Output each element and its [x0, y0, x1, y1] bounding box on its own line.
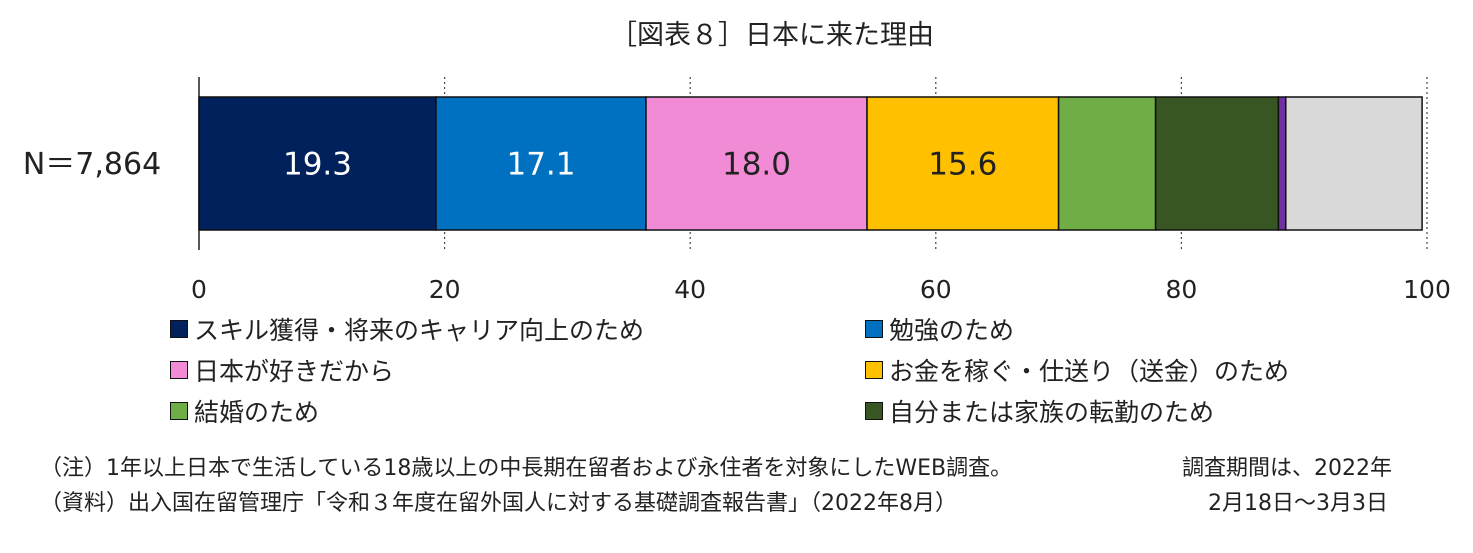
x-tick-label: 60	[920, 275, 952, 300]
bar-segment-1	[198, 96, 437, 231]
legend-item-2: 勉強のため	[865, 312, 1370, 345]
legend-swatch	[170, 319, 188, 338]
legend-label: 勉強のため	[889, 315, 1015, 345]
bar-segment-3	[645, 96, 868, 231]
bar-data-label-2: 17.1	[506, 147, 575, 183]
legend-item-4: お金を稼ぐ・仕送り（送金）のため	[865, 353, 1370, 386]
bar-segment-8	[1285, 96, 1423, 231]
legend: スキル獲得・将来のキャリア向上のため 勉強のため日本が好きだから お金を稼ぐ・仕送り…	[170, 312, 1370, 427]
legend-swatch	[170, 401, 188, 420]
bar-layer: 19.3 17.1 18.0 15.6	[198, 96, 1423, 231]
legend-swatch	[170, 360, 188, 379]
source-note: （資料）出入国在留管理庁「令和３年度在留外国人に対する基礎調査報告書」（2022…	[40, 491, 957, 516]
x-tick-label: 100	[1403, 275, 1451, 300]
category-label: N＝7,864	[23, 147, 161, 182]
legend-label: 自分または家族の転勤のため	[889, 397, 1215, 427]
legend-label: お金を稼ぐ・仕送り（送金）のため	[889, 356, 1290, 386]
x-tick-label: 40	[674, 275, 706, 300]
bar-segment-4	[866, 96, 1060, 231]
legend-label: 結婚のため	[194, 397, 320, 427]
bar-data-label-4: 15.6	[928, 147, 997, 183]
bar-segment-2	[435, 96, 647, 231]
legend-swatch	[865, 360, 883, 379]
legend-item-5: 結婚のため	[170, 394, 865, 427]
legend-item-6: 自分または家族の転勤のため	[865, 394, 1370, 427]
legend-swatch	[865, 401, 883, 420]
bar-segment-6	[1154, 96, 1280, 231]
x-tick-label: 20	[429, 275, 461, 300]
survey-note: （注）1年以上日本で生活している18歳以上の中長期在留者および永住者を対象にした…	[40, 456, 1013, 481]
survey-period-line1: 調査期間は、2022年	[1182, 456, 1392, 481]
legend-item-1: スキル獲得・将来のキャリア向上のため	[170, 312, 865, 345]
legend-swatch	[865, 319, 883, 338]
legend-item-3: 日本が好きだから	[170, 353, 865, 386]
stacked-bar-chart: ［図表８］日本に来た理由 19.3 17.1 18.0 15.6 0 20 40 60 80 1…	[23, 20, 1451, 300]
x-tick-label: 0	[191, 275, 207, 300]
legend-label: 日本が好きだから	[194, 356, 395, 386]
bar-segment-5	[1057, 96, 1157, 231]
bar-data-label-1: 19.3	[283, 147, 352, 183]
chart-title: ［図表８］日本に来た理由	[610, 20, 934, 51]
tick-layer: 0 20 40 60 80 100	[191, 275, 1451, 300]
legend-label: スキル獲得・将来のキャリア向上のため	[194, 315, 645, 345]
bar-data-label-3: 18.0	[722, 147, 791, 183]
survey-period-line2: 2月18日～3月3日	[1208, 491, 1388, 516]
bar-segment-7	[1277, 96, 1287, 231]
x-tick-label: 80	[1165, 275, 1197, 300]
